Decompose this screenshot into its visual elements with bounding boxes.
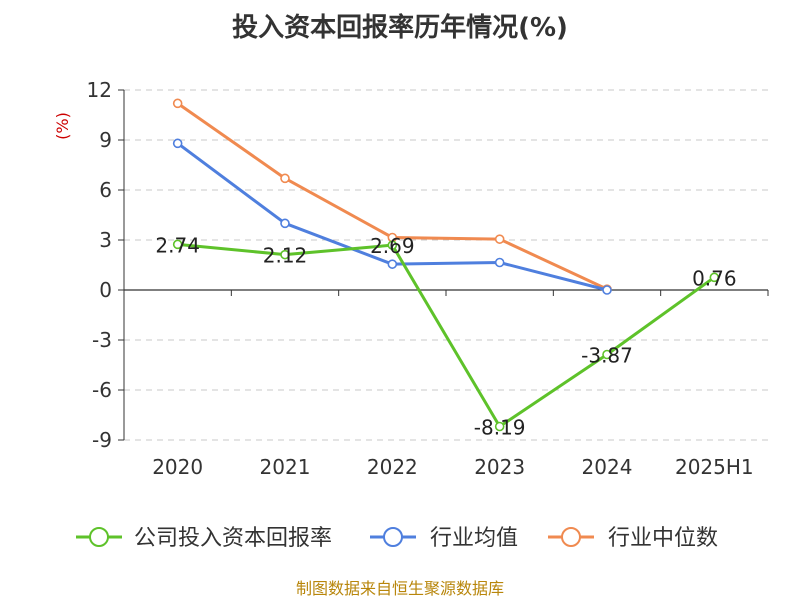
data-point (494, 257, 505, 268)
data-point (387, 240, 398, 250)
x-tick-label: 2024 (582, 455, 633, 479)
axes: 12 9 6 3 0 -3 -6 -9 2020 2021 2022 2023 2024 2025H1 (87, 78, 769, 479)
legend-marker-icon (89, 527, 109, 547)
data-point (494, 234, 505, 244)
x-tick-label: 2020 (152, 455, 203, 479)
y-tick-label: -9 (92, 428, 112, 452)
data-point (602, 285, 612, 295)
data-label: -8.19 (474, 416, 526, 440)
data-point (172, 239, 183, 250)
legend-item[interactable]: 行业均值 (370, 526, 518, 551)
legend-label: 行业均值 (430, 526, 518, 551)
x-tick-label: 2023 (474, 455, 525, 479)
legend-marker-icon (561, 527, 581, 547)
data-label: 2.12 (263, 244, 308, 268)
grid-lines (124, 89, 768, 441)
legend-item[interactable]: 公司投入资本回报率 (76, 526, 332, 551)
data-point (280, 249, 290, 260)
y-tick-label: 0 (99, 278, 112, 302)
data-label: 0.76 (692, 266, 737, 290)
data-label: 2.69 (370, 234, 415, 258)
data-point (494, 421, 505, 432)
y-tick-label: 12 (87, 78, 112, 102)
series-lines (172, 98, 720, 432)
data-point (172, 98, 183, 109)
y-tick-label: 9 (99, 128, 112, 152)
data-point (280, 218, 290, 229)
y-axis-unit: (%) (53, 112, 72, 140)
y-tick-label: -6 (92, 378, 112, 402)
data-label: 2.74 (155, 233, 200, 257)
data-point (602, 349, 612, 360)
source-note: 制图数据来自恒生聚源数据库 (296, 579, 504, 598)
data-point (387, 259, 398, 269)
legend-marker-icon (383, 527, 403, 547)
data-point (280, 173, 290, 184)
y-tick-label: -3 (92, 328, 112, 352)
data-label: -3.87 (581, 344, 633, 368)
y-tick-label: 3 (99, 228, 112, 252)
legend[interactable]: 公司投入资本回报率 行业均值 行业中位数 (76, 526, 718, 551)
legend-label: 公司投入资本回报率 (134, 526, 332, 551)
y-tick-label: 6 (99, 178, 112, 202)
data-point (172, 138, 183, 149)
legend-item[interactable]: 行业中位数 (548, 526, 718, 551)
data-labels: 2.74 2.12 2.69 -8.19 -3.87 0.76 (155, 233, 736, 439)
data-point (709, 272, 720, 283)
series-line-0 (177, 242, 716, 428)
x-tick-label: 2025H1 (675, 455, 754, 479)
x-tick-label: 2022 (367, 455, 418, 479)
legend-label: 行业中位数 (608, 526, 718, 551)
x-tick-label: 2021 (260, 455, 311, 479)
chart-title: 投入资本回报率历年情况(%) (232, 12, 568, 43)
